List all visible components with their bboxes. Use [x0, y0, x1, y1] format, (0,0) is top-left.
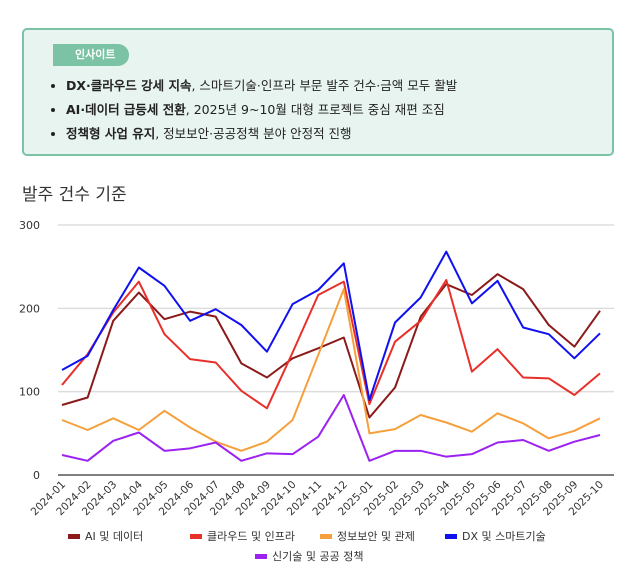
- insight-bold: AI·데이터 급등세 전환: [66, 102, 186, 117]
- legend-swatch: [445, 534, 457, 539]
- legend-swatch: [190, 534, 202, 539]
- insight-text: , 2025년 9~10월 대형 프로젝트 중심 재편 조짐: [185, 102, 445, 117]
- series-line: [61, 273, 601, 419]
- y-tick-label: 100: [19, 386, 40, 399]
- legend-swatch: [68, 534, 80, 539]
- insight-bold: DX·클라우드 강세 지속: [66, 78, 192, 93]
- insight-bold: 정책형 사업 유지: [66, 126, 156, 141]
- legend-swatch: [255, 554, 267, 559]
- legend-label: 신기술 및 공공 정책: [272, 550, 363, 563]
- line-chart: 01002003002024-012024-022024-032024-0420…: [19, 219, 614, 563]
- series-line: [61, 250, 601, 401]
- insight-text: , 정보보안·공공정책 분야 안정적 진행: [155, 126, 352, 141]
- section-title: 발주 건수 기준: [22, 185, 127, 205]
- insight-item: DX·클라우드 강세 지속, 스마트기술·인프라 부문 발주 건수·금액 모두 …: [66, 74, 457, 98]
- insight-box: 인사이트 DX·클라우드 강세 지속, 스마트기술·인프라 부문 발주 건수·금…: [22, 28, 614, 156]
- insight-list: DX·클라우드 강세 지속, 스마트기술·인프라 부문 발주 건수·금액 모두 …: [46, 74, 457, 146]
- insight-badge: 인사이트: [53, 44, 130, 66]
- legend-label: DX 및 스마트기술: [462, 530, 546, 543]
- y-tick-label: 0: [33, 469, 40, 482]
- y-tick-label: 200: [19, 302, 40, 315]
- legend-swatch: [320, 534, 332, 539]
- y-tick-label: 300: [19, 219, 40, 232]
- series-line: [61, 279, 601, 410]
- series-line: [61, 288, 601, 452]
- legend-label: 정보보안 및 관제: [337, 530, 415, 543]
- insight-item: 정책형 사업 유지, 정보보안·공공정책 분야 안정적 진행: [66, 122, 457, 146]
- legend-label: AI 및 데이터: [85, 530, 143, 543]
- insight-text: , 스마트기술·인프라 부문 발주 건수·금액 모두 활발: [191, 78, 458, 93]
- legend-label: 클라우드 및 인프라: [207, 530, 295, 543]
- insight-item: AI·데이터 급등세 전환, 2025년 9~10월 대형 프로젝트 중심 재편…: [66, 98, 457, 122]
- series-line: [61, 394, 601, 462]
